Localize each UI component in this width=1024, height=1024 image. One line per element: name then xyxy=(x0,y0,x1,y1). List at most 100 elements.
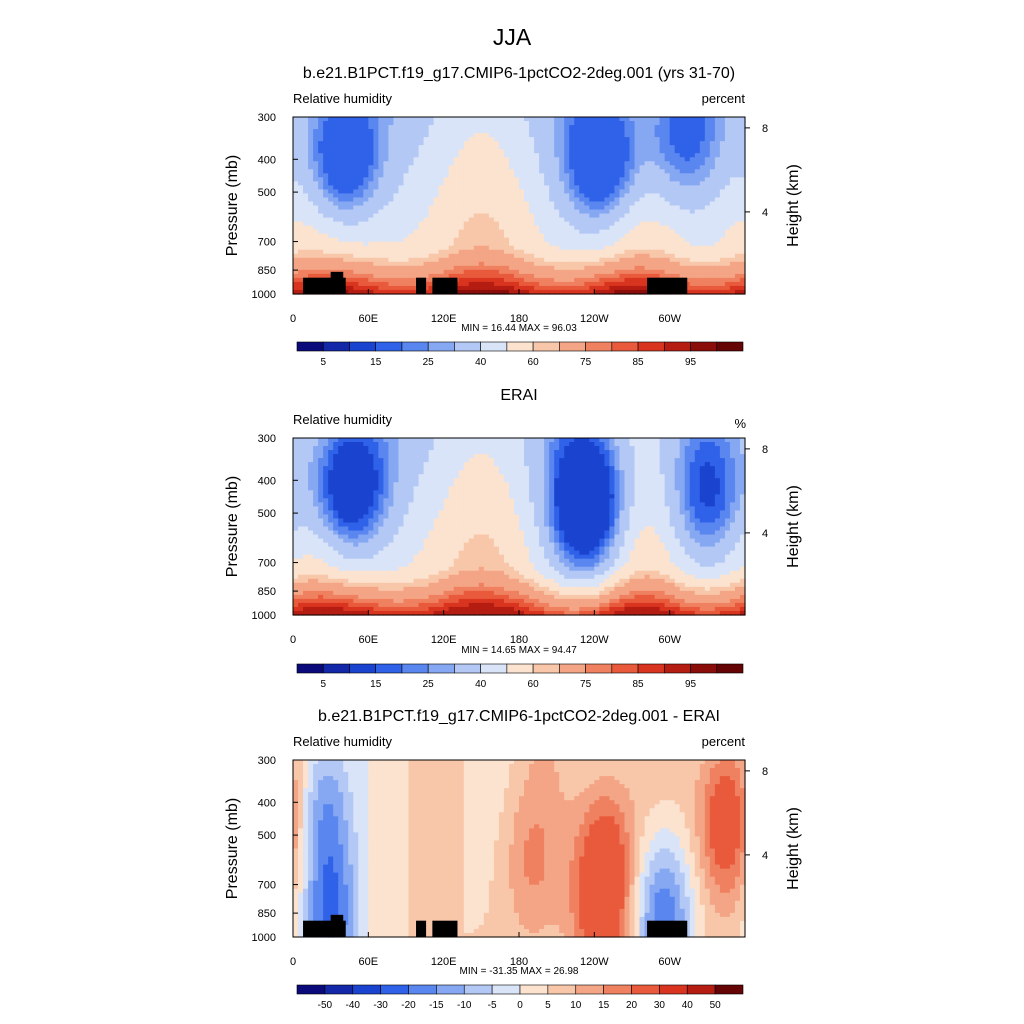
field-cell xyxy=(704,161,711,166)
field-cell xyxy=(428,125,435,130)
field-cell xyxy=(333,442,339,447)
field-cell xyxy=(674,233,681,239)
field-cell xyxy=(539,265,545,271)
field-cell xyxy=(519,165,525,170)
field-cell xyxy=(418,458,425,463)
field-cell xyxy=(443,249,450,255)
field-cell xyxy=(443,261,450,267)
field-cell xyxy=(519,261,525,267)
field-cell xyxy=(674,261,681,267)
field-cell xyxy=(318,137,324,142)
field-cell xyxy=(303,478,309,483)
field-cell xyxy=(428,261,435,267)
field-cell xyxy=(483,241,490,247)
field-cell xyxy=(513,145,520,150)
field-cell xyxy=(318,237,324,243)
field-cell xyxy=(343,149,349,154)
field-cell xyxy=(724,438,731,443)
field-cell xyxy=(358,478,364,483)
field-cell xyxy=(559,205,565,211)
field-cell xyxy=(483,189,490,195)
field-cell xyxy=(649,117,656,122)
field-cell xyxy=(524,169,530,174)
field-cell xyxy=(403,474,410,479)
field-cell xyxy=(453,249,460,255)
field-cell xyxy=(478,438,485,443)
field-cell xyxy=(293,213,299,219)
field-cell xyxy=(508,185,515,191)
field-cell xyxy=(443,458,450,463)
field-cell xyxy=(704,133,711,138)
field-cell xyxy=(739,145,746,150)
field-cell xyxy=(513,450,520,455)
field-cell xyxy=(463,197,470,203)
field-cell xyxy=(428,141,435,146)
field-cell xyxy=(408,129,415,134)
field-cell xyxy=(488,177,495,182)
field-cell xyxy=(348,209,354,215)
field-cell xyxy=(709,253,716,259)
field-cell xyxy=(468,217,475,223)
field-cell xyxy=(503,213,510,219)
field-cell xyxy=(498,237,505,243)
field-cell xyxy=(609,249,616,255)
field-cell xyxy=(559,478,565,483)
field-cell xyxy=(554,137,560,142)
field-cell xyxy=(724,149,731,154)
field-cell xyxy=(463,233,470,239)
field-cell xyxy=(534,209,540,215)
field-cell xyxy=(303,474,309,479)
field-cell xyxy=(458,462,465,467)
field-cell xyxy=(358,185,364,191)
field-cell xyxy=(579,161,585,166)
field-cell xyxy=(328,446,334,451)
field-cell xyxy=(634,217,641,223)
field-cell xyxy=(473,257,480,263)
field-cell xyxy=(719,261,726,267)
field-cell xyxy=(529,438,535,443)
field-cell xyxy=(428,173,435,178)
field-cell xyxy=(473,185,480,191)
field-cell xyxy=(448,241,455,247)
field-cell xyxy=(674,145,681,150)
field-cell xyxy=(318,458,324,463)
field-cell xyxy=(303,117,309,122)
field-cell xyxy=(403,229,410,235)
field-cell xyxy=(724,233,731,239)
field-cell xyxy=(729,217,736,223)
field-cell xyxy=(468,261,475,267)
field-cell xyxy=(669,157,676,162)
field-cell xyxy=(599,185,605,191)
field-cell xyxy=(403,233,410,239)
field-cell xyxy=(684,289,691,295)
field-cell xyxy=(579,478,585,483)
field-cell xyxy=(363,125,369,130)
field-cell xyxy=(599,261,605,267)
field-cell xyxy=(544,466,550,471)
field-cell xyxy=(508,281,515,287)
field-cell xyxy=(714,169,721,174)
field-cell xyxy=(448,149,455,154)
field-cell xyxy=(403,181,410,186)
field-cell xyxy=(403,478,410,483)
field-cell xyxy=(599,458,605,463)
field-cell xyxy=(368,145,374,150)
field-cell xyxy=(513,141,520,146)
field-cell xyxy=(388,225,395,231)
field-cell xyxy=(373,145,379,150)
field-cell xyxy=(473,197,480,203)
field-cell xyxy=(418,257,425,263)
field-cell xyxy=(704,185,711,191)
field-cell xyxy=(604,269,610,275)
field-cell xyxy=(493,161,500,166)
field-cell xyxy=(423,213,430,219)
field-cell xyxy=(338,233,344,239)
field-cell xyxy=(639,438,646,443)
field-cell xyxy=(433,269,440,275)
field-cell xyxy=(463,438,470,443)
field-cell xyxy=(664,225,671,231)
field-cell xyxy=(423,205,430,211)
field-cell xyxy=(544,177,550,182)
field-cell xyxy=(293,261,299,267)
field-cell xyxy=(388,121,395,126)
